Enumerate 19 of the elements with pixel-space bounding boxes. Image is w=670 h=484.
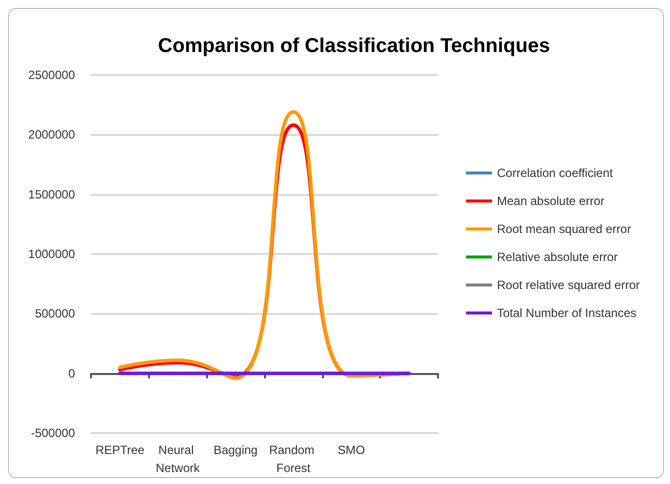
x-tick-label: Neural Network (156, 443, 201, 475)
y-tick-label: 1500000 (28, 187, 76, 202)
legend-label: Correlation coefficient (497, 166, 614, 180)
y-tick-label: 1000000 (28, 247, 76, 261)
x-tick-label: REPTree (95, 443, 145, 457)
y-tick-label: 500000 (34, 306, 76, 321)
x-tick-label: Bagging (214, 443, 258, 457)
x-tick-label: Random Forest (269, 443, 318, 475)
legend-label: Mean absolute error (497, 194, 604, 208)
legend-label: Root mean squared error (497, 222, 632, 236)
y-tick-label: -500000 (30, 426, 76, 440)
legend-label: Total Number of Instances (497, 306, 636, 320)
chart-title: Comparison of Classification Techniques (158, 35, 550, 57)
x-tick-label: SMO (338, 443, 365, 457)
legend-label: Relative absolute error (497, 250, 618, 264)
y-tick-label: 0 (68, 366, 76, 380)
legend-label: Root relative squared error (497, 278, 640, 292)
y-tick-label: 2000000 (28, 128, 76, 142)
y-tick-label: 2500000 (28, 68, 76, 82)
